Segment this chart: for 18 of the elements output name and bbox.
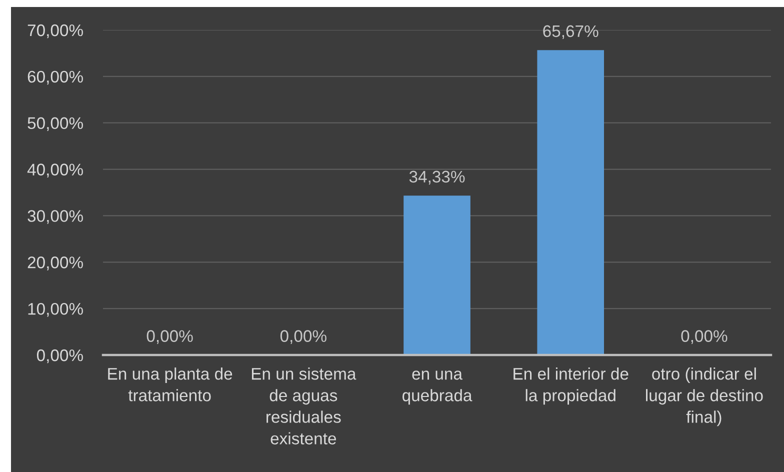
data-label: 65,67%: [543, 25, 598, 40]
y-tick-label: 30,00%: [28, 210, 83, 224]
data-label: 0,00%: [280, 330, 326, 344]
y-tick-label: 40,00%: [27, 164, 83, 178]
y-tick-label: 70,00%: [28, 24, 83, 38]
y-tick-label: 50,00%: [28, 117, 83, 132]
y-tick-label: 20,00%: [28, 256, 83, 270]
y-tick-label: 0,00%: [36, 349, 83, 364]
y-tick-label: 60,00%: [28, 70, 83, 85]
y-tick-label: 10,00%: [28, 302, 83, 317]
x-tick-label: En una planta de tratamiento: [108, 368, 232, 402]
x-tick-label: En un sistema de aguas residuales existente: [252, 368, 356, 444]
x-tick-label: En el interior de la propiedad: [514, 368, 628, 405]
x-tick-label: en una quebrada: [402, 370, 472, 405]
data-label: 0,00%: [146, 330, 193, 344]
x-tick-label: otro (indicar el lugar de destino final): [646, 368, 763, 426]
data-label: 0,00%: [681, 330, 728, 344]
data-label: 34,33%: [409, 170, 465, 185]
